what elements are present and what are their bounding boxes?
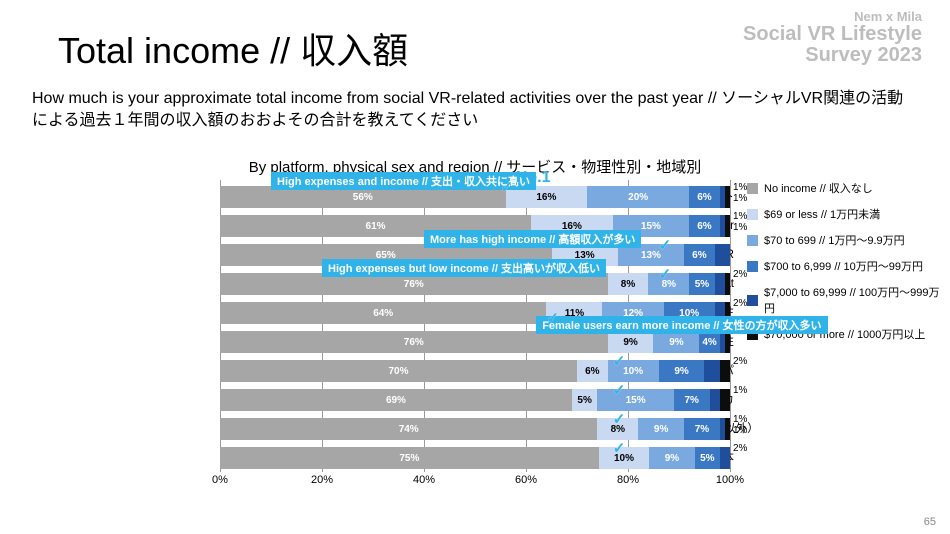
- chart-row: Asia (Except Japan) // アジア（日本以外）74%8%9%7…: [20, 418, 740, 440]
- bar-segment: 20%: [587, 186, 689, 208]
- check-icon: ✓: [613, 381, 626, 399]
- stacked-bar: 70%6%10%9%: [220, 360, 730, 382]
- bar-segment: [725, 186, 730, 208]
- legend-label: No income // 収入なし: [764, 180, 873, 196]
- bar-segment: 76%: [220, 331, 608, 353]
- bar-segment: 9%: [608, 331, 654, 353]
- chart-row: Physical Male // 物理男性76%9%9%4%: [20, 331, 740, 353]
- x-tick-label: 80%: [617, 474, 639, 486]
- check-icon: ✓: [659, 236, 672, 254]
- page-title: Total income // 収入額: [58, 22, 408, 74]
- chart-row: Europe // ヨーロッパ70%6%10%9%: [20, 360, 740, 382]
- stacked-bar: 69%5%15%7%: [220, 389, 730, 411]
- legend-swatch: [747, 209, 758, 220]
- check-icon: ✓: [613, 352, 626, 370]
- no1-label: No.1: [516, 169, 551, 187]
- bar-segment: 69%: [220, 389, 572, 411]
- bar-segment: 70%: [220, 360, 577, 382]
- x-tick-label: 60%: [515, 474, 537, 486]
- legend-item: $70 to 699 // 1万円〜9.9万円: [747, 232, 942, 248]
- survey-logo: Nem x Mila Social VR Lifestyle Survey 20…: [743, 10, 922, 66]
- bar-segment: 6%: [577, 360, 608, 382]
- page-subtitle: How much is your approximate total incom…: [32, 88, 918, 131]
- x-tick-label: 100%: [716, 474, 744, 486]
- bar-segment: [720, 447, 730, 469]
- bar-segment: 5%: [695, 447, 720, 469]
- bar-segment: [715, 244, 730, 266]
- chart: 1%1%Virtual Cast // バーチャルキャスト56%16%20%6%…: [20, 180, 740, 490]
- bar-segment: 9%: [653, 331, 699, 353]
- bar-segment: 6%: [689, 215, 720, 237]
- legend-label: $70 to 699 // 1万円〜9.9万円: [764, 232, 905, 248]
- legend-label: $7,000 to 69,999 // 100万円〜999万円: [764, 284, 942, 316]
- bar-segment: 75%: [220, 447, 599, 469]
- bar-segment: 15%: [597, 389, 674, 411]
- check-icon: ✓: [613, 439, 626, 457]
- logo-line2: Social VR Lifestyle: [743, 24, 922, 45]
- check-icon: ✓: [613, 410, 626, 428]
- bar-segment: 8%: [608, 273, 649, 295]
- legend-label: $700 to 6,999 // 10万円〜99万円: [764, 258, 923, 274]
- logo-line1: Nem x Mila: [743, 10, 922, 24]
- check-icon: ✓: [546, 309, 559, 327]
- x-axis: 0%20%40%60%80%100%: [220, 472, 730, 490]
- bar-segment: [710, 389, 720, 411]
- bar-segment: 4%: [699, 331, 719, 353]
- bar-segment: 74%: [220, 418, 597, 440]
- bar-segment: [704, 360, 719, 382]
- legend-item: $7,000 to 69,999 // 100万円〜999万円: [747, 284, 942, 316]
- x-tick-label: 40%: [413, 474, 435, 486]
- legend-label: $69 or less // 1万円未満: [764, 206, 880, 222]
- bar-segment: [720, 360, 730, 382]
- x-tick-label: 0%: [212, 474, 228, 486]
- bar-segment: 9%: [638, 418, 684, 440]
- check-icon: ✓: [659, 265, 672, 283]
- bar-segment: 5%: [689, 273, 715, 295]
- page-number: 65: [924, 516, 936, 528]
- annotation-callout: More has high income // 高額収入が多い: [424, 230, 641, 248]
- annotation-callout: High expenses and income // 支出・収入共に高い: [271, 172, 536, 190]
- bar-segment: 7%: [674, 389, 710, 411]
- bar-segment: 5%: [572, 389, 598, 411]
- bar-segment: [720, 389, 730, 411]
- stacked-bar: 75%10%9%5%: [220, 447, 730, 469]
- bar-segment: [715, 273, 725, 295]
- chart-row: North America // 北アメリカ69%5%15%7%: [20, 389, 740, 411]
- chart-row: Japan // 日本75%10%9%5%: [20, 447, 740, 469]
- bar-segment: 6%: [684, 244, 715, 266]
- bar-segment: [725, 273, 730, 295]
- legend-swatch: [747, 235, 758, 246]
- logo-line3: Survey 2023: [743, 45, 922, 66]
- annotation-callout: High expenses but low income // 支出高いが収入低…: [322, 259, 606, 277]
- check-icon: ✓: [501, 178, 514, 196]
- legend-swatch: [747, 183, 758, 194]
- legend-item: $69 or less // 1万円未満: [747, 206, 942, 222]
- bar-segment: [725, 331, 730, 353]
- legend-swatch: [747, 295, 758, 306]
- legend-item: No income // 収入なし: [747, 180, 942, 196]
- stacked-bar: 76%9%9%4%: [220, 331, 730, 353]
- legend-swatch: [747, 261, 758, 272]
- bar-segment: 9%: [649, 447, 694, 469]
- bar-segment: [725, 215, 730, 237]
- stacked-bar: 74%8%9%7%: [220, 418, 730, 440]
- x-tick-label: 20%: [311, 474, 333, 486]
- annotation-callout: Female users earn more income // 女性の方が収入…: [536, 316, 827, 334]
- legend-item: $700 to 6,999 // 10万円〜99万円: [747, 258, 942, 274]
- bar-segment: 6%: [689, 186, 720, 208]
- bar-segment: 7%: [684, 418, 720, 440]
- bar-segment: 9%: [659, 360, 705, 382]
- bar-segment: 64%: [220, 302, 546, 324]
- bar-segment: [725, 418, 730, 440]
